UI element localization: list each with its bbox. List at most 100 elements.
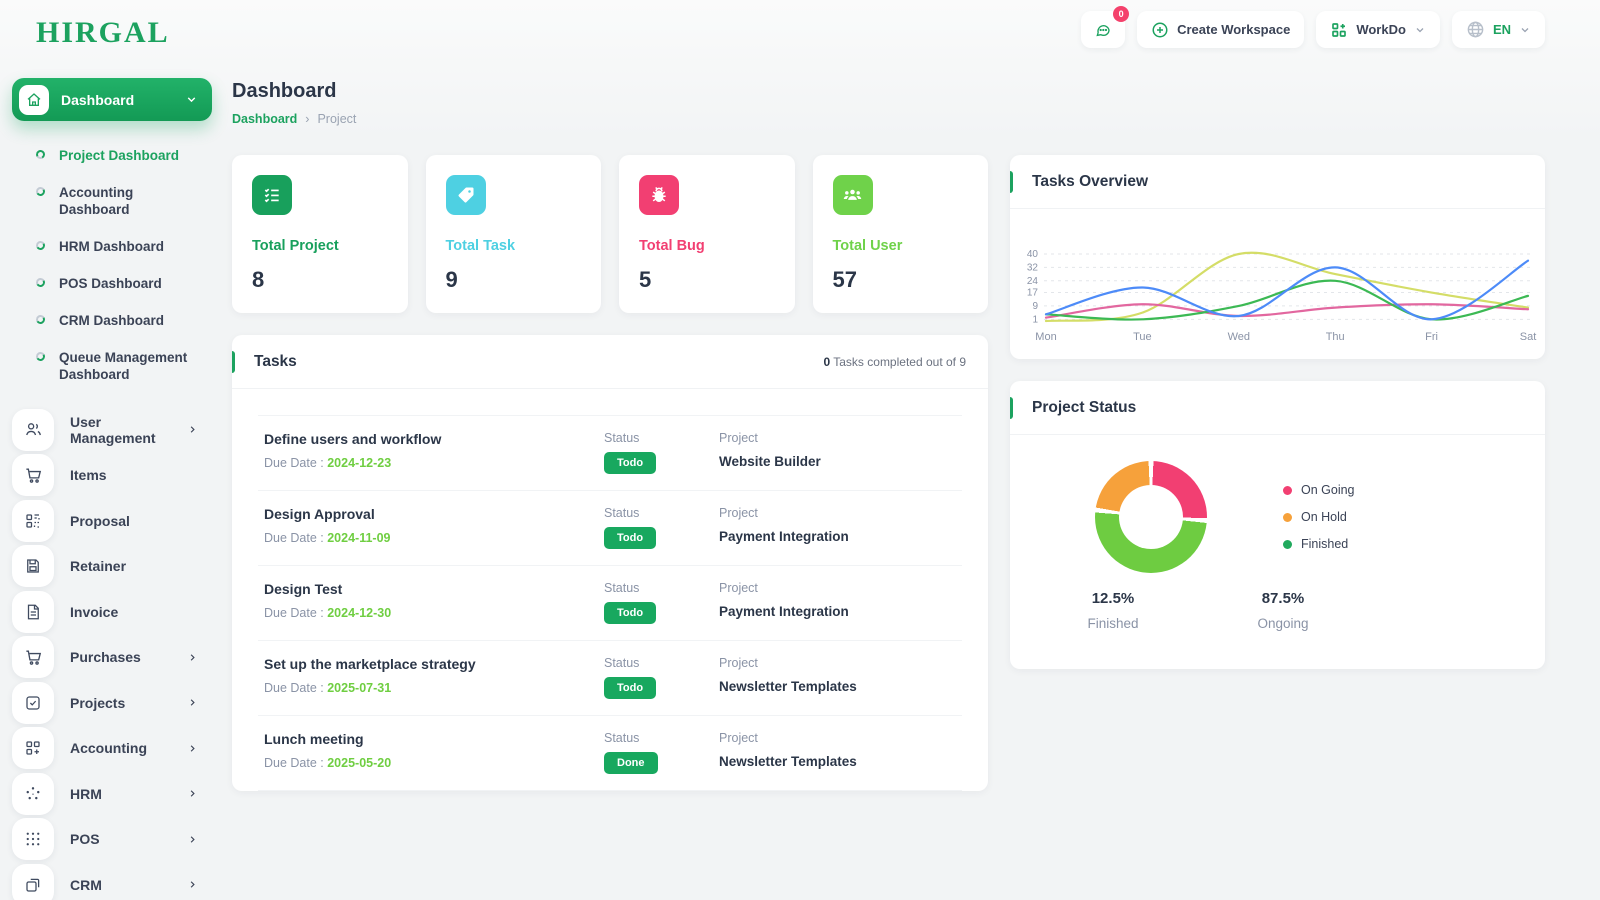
svg-text:9: 9 [1032,301,1038,312]
sidebar-subitem-queue-management-dashboard[interactable]: Queue Management Dashboard [12,339,212,393]
legend-dot [1283,539,1292,549]
cart-icon [12,636,54,679]
breadcrumb-current: Project [317,112,357,126]
stat-cards: Total Project 8 Total Task 9 [232,155,988,313]
checklist-icon [252,175,292,215]
sidebar-item-crm[interactable]: CRM [12,862,212,900]
status-badge: Todo [604,602,657,624]
task-due-date: 2024-11-09 [327,531,391,545]
messenger-button[interactable]: 0 [1081,6,1130,48]
sidebar-subitem-accounting-dashboard[interactable]: Accounting Dashboard [12,174,212,228]
sidebar-item-accounting[interactable]: Accounting [12,726,212,772]
stat-card-total-task: Total Task 9 [425,155,601,313]
stat-value: 5 [639,267,652,292]
task-name: Lunch meeting [264,731,364,747]
dashboard-submenu: Project Dashboard Accounting Dashboard H… [12,137,212,393]
sidebar-item-projects[interactable]: Projects [12,680,212,726]
task-due-date: 2024-12-30 [327,606,392,620]
create-workspace-button[interactable]: Create Workspace [1137,11,1305,48]
stat-value: 57 [832,267,857,292]
status-badge: Todo [604,527,657,549]
language-label: EN [1492,22,1511,37]
plus-circle-icon [1152,22,1168,37]
legend-item-on-going: On Going [1283,483,1355,497]
task-name: Set up the marketplace strategy [264,656,476,672]
sidebar-item-hrm[interactable]: HRM [12,771,212,817]
breadcrumb-separator: › [305,112,310,126]
sidebar-menu: User Management Items Proposal Retaine [12,407,212,900]
language-selector[interactable]: EN [1451,11,1545,48]
sidebar-subitem-crm-dashboard[interactable]: CRM Dashboard [12,302,212,339]
chevron-right-icon [187,879,198,890]
sidebar-item-invoice[interactable]: Invoice [12,589,212,635]
dots-grid-icon [12,818,54,861]
tasks-completed-summary: 0 Tasks completed out of 9 [823,354,966,369]
svg-text:32: 32 [1027,262,1039,273]
svg-text:17: 17 [1027,288,1039,299]
bullet-icon [34,148,47,161]
sidebar-item-items[interactable]: Items [12,453,212,499]
tasks-panel: Tasks 0 Tasks completed out of 9 Define … [232,335,988,791]
task-due-date: 2025-05-20 [327,756,392,770]
page-title: Dashboard [232,80,337,102]
stat-card-total-user: Total User 57 [812,155,988,313]
donut-legend: On Going On Hold Finished [1283,483,1355,564]
sidebar-subitem-project-dashboard[interactable]: Project Dashboard [12,137,212,174]
task-project: Website Builder [719,454,821,469]
chevron-right-icon [187,788,198,799]
project-status-panel: Project Status On Going On Hold [1010,381,1545,669]
sidebar-item-retainer[interactable]: Retainer [12,544,212,590]
user-management-icon [12,408,54,451]
chevron-down-icon [1519,24,1531,36]
tag-icon [445,175,486,215]
project-status-donut-chart [1095,461,1207,573]
bullet-icon [34,185,47,198]
sidebar-item-purchases[interactable]: Purchases [12,635,212,681]
task-due-date: 2025-07-31 [327,681,392,695]
sidebar-item-user-management[interactable]: User Management [12,407,212,453]
bullet-icon [34,276,47,289]
bullet-icon [34,239,47,252]
chevron-down-icon [185,93,198,106]
workspace-name: WorkDo [1356,22,1406,37]
task-row: Set up the marketplace strategy Due Date… [258,640,962,715]
task-name: Define users and workflow [264,431,442,447]
sidebar-item-dashboard[interactable]: Dashboard [12,78,212,121]
task-project: Newsletter Templates [719,754,857,769]
svg-text:Mon: Mon [1035,331,1056,343]
sidebar-item-pos[interactable]: POS [12,817,212,863]
tasks-overview-title: Tasks Overview [1032,172,1149,190]
sidebar-active-label: Dashboard [61,91,135,108]
sidebar: Dashboard Project Dashboard Accounting D… [12,78,212,900]
chevron-right-icon [187,652,198,663]
breadcrumb-dashboard-link[interactable]: Dashboard [232,112,298,126]
chat-bubble-icon [1096,24,1110,36]
sidebar-subitem-pos-dashboard[interactable]: POS Dashboard [12,265,212,302]
sidebar-item-proposal[interactable]: Proposal [12,498,212,544]
grid-plus-icon [12,727,54,770]
task-project: Newsletter Templates [719,679,857,694]
panel-accent-bar [1010,171,1013,193]
create-workspace-label: Create Workspace [1177,22,1291,37]
brand-logo: HIRGAL [36,16,170,49]
sidebar-subitem-hrm-dashboard[interactable]: HRM Dashboard [12,228,212,265]
globe-icon [1467,21,1484,38]
legend-item-finished: Finished [1283,537,1355,551]
workspace-grid-icon [1332,22,1347,37]
project-status-title: Project Status [1032,398,1137,416]
workspace-switcher[interactable]: WorkDo [1316,11,1440,48]
panel-accent-bar [232,351,235,373]
stat-label: Total User [832,238,903,254]
task-row: Design Test Due Date : 2024-12-30 Status… [258,565,962,640]
finished-stat: 12.5% Finished [1087,590,1139,631]
stat-card-total-project: Total Project 8 [232,155,408,313]
main-content: Dashboard Dashboard › Project Total Proj… [232,80,1545,807]
task-row: Lunch meeting Due Date : 2025-05-20 Stat… [258,715,962,791]
stat-value: 8 [252,267,265,292]
stat-label: Total Task [445,238,516,254]
panel-accent-bar [1010,397,1013,419]
ongoing-stat: 87.5% Ongoing [1257,590,1309,631]
status-summary: 12.5% Finished 87.5% Ongoing [1010,590,1545,631]
stat-value: 9 [445,267,458,292]
